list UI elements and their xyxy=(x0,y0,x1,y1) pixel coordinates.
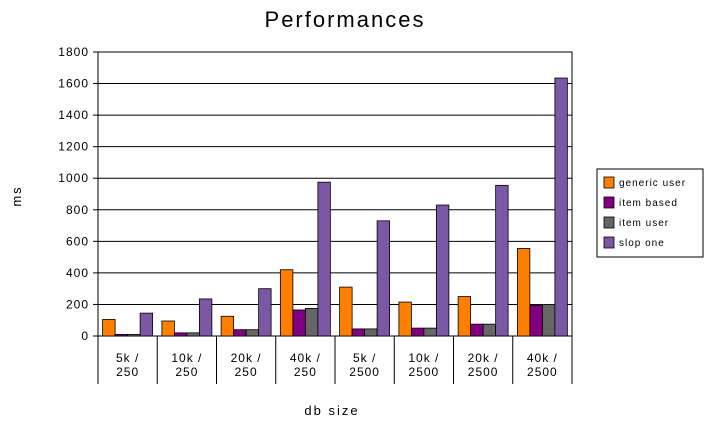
x-tick-label: 5k / xyxy=(116,351,139,365)
legend-swatch xyxy=(603,236,615,249)
bar-slop-one-7 xyxy=(554,77,568,337)
bar-item-based-6 xyxy=(470,323,484,337)
bar-item-based-2 xyxy=(233,329,247,337)
y-tick-label: 600 xyxy=(66,234,89,248)
bar-slop-one-4 xyxy=(376,220,391,337)
x-tick-label: 20k / xyxy=(231,351,262,365)
x-tick-label: 5k / xyxy=(353,351,376,365)
bar-item-based-5 xyxy=(410,327,425,337)
bar-generic-user-2 xyxy=(220,315,235,337)
y-tick-label: 1600 xyxy=(58,77,89,91)
bar-item-based-3 xyxy=(292,309,306,337)
x-tick-label: 2500 xyxy=(468,365,499,379)
bar-slop-one-0 xyxy=(139,312,154,337)
bar-item-user-3 xyxy=(304,307,319,337)
y-tick-label: 200 xyxy=(66,297,89,311)
bar-generic-user-5 xyxy=(398,301,412,337)
legend-label: item user xyxy=(619,218,669,229)
bar-slop-one-3 xyxy=(317,181,331,337)
legend-swatch xyxy=(603,216,615,229)
bar-item-based-4 xyxy=(351,328,366,337)
bar-item-user-7 xyxy=(541,304,556,337)
bar-item-based-7 xyxy=(529,304,543,337)
bar-item-user-4 xyxy=(364,328,378,337)
bar-generic-user-3 xyxy=(279,269,294,337)
bar-item-user-2 xyxy=(245,329,260,337)
legend-swatch xyxy=(603,196,615,209)
legend-label: generic user xyxy=(619,178,686,189)
bar-slop-one-6 xyxy=(495,184,509,337)
x-tick-label: 250 xyxy=(116,365,139,379)
x-tick-label: 250 xyxy=(235,365,258,379)
bar-generic-user-4 xyxy=(339,286,353,337)
bar-item-user-0 xyxy=(127,334,141,337)
bar-item-user-6 xyxy=(482,323,497,337)
y-tick-label: 1000 xyxy=(58,171,89,185)
x-tick-label: 10k / xyxy=(171,351,202,365)
legend-box xyxy=(596,168,704,258)
y-tick-label: 1200 xyxy=(58,140,89,154)
legend-swatch xyxy=(603,176,615,189)
bar-generic-user-6 xyxy=(457,296,472,337)
y-tick-label: 1800 xyxy=(58,45,89,59)
bar-slop-one-1 xyxy=(198,298,213,337)
y-tick-label: 1400 xyxy=(58,108,89,122)
x-tick-label: 250 xyxy=(294,365,317,379)
axes xyxy=(93,51,573,384)
bar-generic-user-1 xyxy=(161,320,175,337)
y-tick-label: 0 xyxy=(81,329,89,343)
y-tick-label: 800 xyxy=(66,203,89,217)
bar-generic-user-7 xyxy=(516,248,531,337)
x-tick-label: 250 xyxy=(175,365,198,379)
chart-title: Performances xyxy=(265,7,426,32)
bar-slop-one-2 xyxy=(258,288,272,337)
y-tick-label: 400 xyxy=(66,266,89,280)
legend-label: slop one xyxy=(619,238,665,249)
y-tick-labels: 0 200 400 600 800 1000 1200 1400 1600 1800 xyxy=(58,45,89,343)
bars xyxy=(102,77,568,337)
legend: generic user item based item user slop one xyxy=(596,168,704,258)
bar-item-user-5 xyxy=(423,327,437,337)
bar-item-based-0 xyxy=(114,334,129,337)
x-tick-label: 10k / xyxy=(408,351,439,365)
x-tick-label: 20k / xyxy=(468,351,499,365)
x-tick-label: 40k / xyxy=(290,351,321,365)
legend-label: item based xyxy=(619,198,678,209)
bar-slop-one-5 xyxy=(435,204,450,337)
x-tick-label: 2500 xyxy=(349,365,380,379)
x-tick-label: 2500 xyxy=(409,365,440,379)
x-tick-label: 40k / xyxy=(527,351,558,365)
bar-item-based-1 xyxy=(173,332,188,337)
bar-generic-user-0 xyxy=(102,319,116,337)
x-axis-title: db size xyxy=(304,403,359,418)
y-axis-title: ms xyxy=(9,185,24,206)
x-tick-label: 2500 xyxy=(527,365,558,379)
bar-item-user-1 xyxy=(186,332,200,337)
